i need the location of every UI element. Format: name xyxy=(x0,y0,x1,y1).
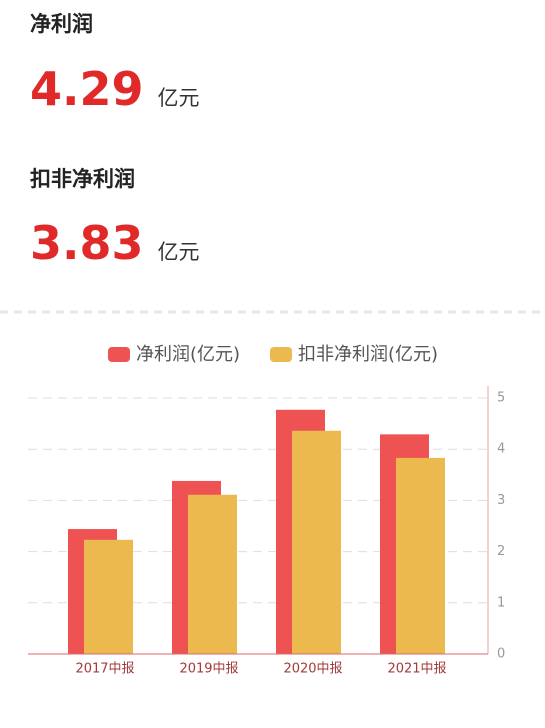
legend-label: 净利润(亿元) xyxy=(136,344,240,365)
bar xyxy=(292,430,341,654)
x-tick-label: 2017中报 xyxy=(75,662,134,677)
legend-swatch xyxy=(270,347,292,362)
y-tick-label: 3 xyxy=(497,493,505,508)
metric-number: 4.29 xyxy=(30,62,144,116)
metric-value: 3.83 亿元 xyxy=(30,216,200,270)
x-tick-label: 2020中报 xyxy=(283,662,342,677)
y-tick-label: 1 xyxy=(497,595,505,610)
x-tick-label: 2019中报 xyxy=(179,662,238,677)
bar xyxy=(84,539,133,654)
metric-label: 扣非净利润 xyxy=(30,167,135,191)
metric-label: 净利润 xyxy=(30,12,93,36)
bar xyxy=(188,494,237,654)
metric-unit: 亿元 xyxy=(157,86,200,110)
metric-unit: 亿元 xyxy=(157,240,200,264)
y-tick-label: 5 xyxy=(497,391,505,406)
legend-label: 扣非净利润(亿元) xyxy=(298,344,438,365)
metric-value: 4.29 亿元 xyxy=(30,62,200,116)
legend-swatch xyxy=(108,347,130,362)
metric-number: 3.83 xyxy=(30,216,144,270)
y-tick-label: 0 xyxy=(497,647,505,662)
y-tick-label: 4 xyxy=(497,442,505,457)
bar xyxy=(396,457,445,654)
x-tick-label: 2021中报 xyxy=(387,662,446,677)
y-tick-label: 2 xyxy=(497,544,505,559)
